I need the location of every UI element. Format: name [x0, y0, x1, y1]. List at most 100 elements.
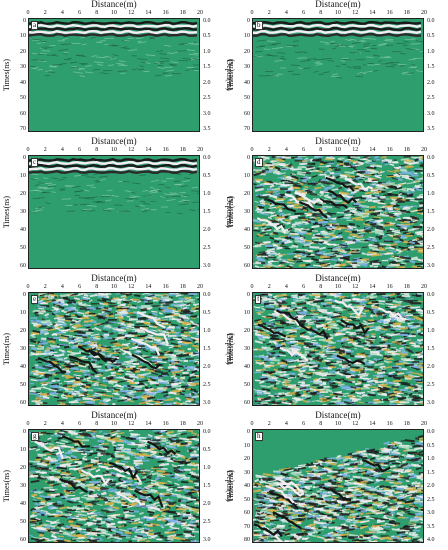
texture-stroke [38, 372, 46, 375]
texture-stroke [418, 248, 423, 251]
texture-stroke [185, 304, 191, 307]
texture-stroke [384, 39, 394, 42]
x-tick-label: 0 [250, 147, 254, 153]
texture-stroke [110, 340, 118, 344]
texture-stroke [327, 381, 334, 384]
texture-stroke [104, 55, 112, 58]
texture-stroke [51, 383, 59, 386]
texture-stroke [271, 187, 280, 191]
texture-stroke [339, 174, 348, 178]
texture-stroke [314, 250, 320, 253]
texture-stroke [362, 296, 368, 299]
texture-stroke [45, 309, 52, 313]
texture-stroke [321, 379, 327, 382]
texture-stroke [315, 299, 325, 303]
texture-stroke [147, 334, 154, 337]
depth-tick-label: 2.5 [427, 245, 435, 251]
texture-stroke [82, 341, 92, 345]
texture-stroke [405, 192, 415, 195]
texture-stroke [178, 387, 183, 390]
texture-stroke [409, 193, 414, 196]
texture-stroke [260, 384, 270, 389]
texture-stroke [175, 331, 182, 334]
texture-stroke [71, 319, 78, 323]
time-tick-label: 20 [244, 48, 250, 55]
texture-stroke [281, 368, 292, 372]
texture-stroke [400, 354, 405, 358]
texture-stroke [349, 315, 361, 319]
texture-stroke [302, 209, 308, 212]
texture-stroke [196, 316, 199, 319]
texture-stroke [47, 295, 54, 300]
texture-stroke [371, 229, 382, 233]
texture-stroke [35, 209, 43, 212]
texture-stroke [368, 220, 378, 224]
texture-stroke [58, 48, 69, 51]
texture-stroke [363, 46, 370, 49]
depth-axis-ticks: 0.0 0.5 1.0 1.5 2.0 2.5 3.0 3.5 [203, 18, 217, 132]
texture-stroke [105, 368, 112, 372]
texture-stroke [135, 37, 144, 40]
texture-stroke [399, 164, 408, 167]
texture-stroke [414, 158, 419, 162]
texture-stroke [348, 312, 353, 316]
texture-stroke [398, 245, 405, 250]
texture-stroke [285, 361, 295, 364]
texture-stroke [399, 238, 404, 242]
texture-stroke [92, 347, 97, 351]
texture-stroke [189, 328, 198, 332]
texture-stroke [322, 258, 330, 261]
texture-stroke [189, 320, 194, 324]
texture-stroke [373, 357, 378, 362]
x-tick-label: 20 [197, 10, 203, 16]
depth-tick-label: 2.5 [427, 95, 435, 102]
texture-stroke [269, 236, 275, 240]
texture-stroke [316, 392, 321, 395]
texture-stroke [331, 386, 338, 389]
texture-stroke [288, 391, 297, 395]
texture-stroke [301, 378, 308, 381]
texture-stroke [112, 297, 120, 300]
texture-stroke [365, 338, 376, 341]
texture-stroke [71, 325, 77, 330]
texture-stroke [101, 297, 112, 301]
texture-stroke [394, 186, 403, 191]
texture-stroke [289, 166, 294, 171]
texture-stroke [390, 329, 396, 332]
texture-stroke [39, 52, 47, 55]
depth-tick-label: 1.5 [203, 209, 211, 215]
texture-stroke [89, 342, 93, 346]
texture-stroke [314, 212, 322, 216]
texture-stroke [403, 40, 410, 43]
texture-stroke [291, 172, 297, 176]
texture-stroke [161, 306, 169, 309]
texture-stroke [420, 369, 423, 372]
texture-stroke [174, 303, 184, 306]
texture-stroke [145, 62, 151, 64]
texture-stroke [152, 376, 162, 380]
texture-stroke [318, 73, 325, 75]
texture-stroke [179, 392, 185, 396]
texture-stroke [415, 237, 420, 240]
texture-stroke [260, 231, 266, 234]
texture-stroke [374, 328, 380, 332]
texture-stroke [80, 174, 88, 177]
panel-tag: e [31, 295, 39, 304]
texture-stroke [278, 302, 288, 305]
texture-stroke [29, 344, 35, 347]
texture-stroke [323, 326, 332, 330]
texture-stroke [400, 205, 409, 208]
texture-stroke [274, 240, 280, 243]
texture-stroke [383, 326, 394, 330]
texture-stroke [421, 250, 423, 252]
texture-stroke [179, 353, 190, 358]
texture-stroke [184, 69, 191, 72]
texture-stroke [410, 395, 417, 398]
texture-stroke [179, 43, 189, 46]
time-tick-label: 30 [244, 209, 250, 215]
texture-stroke [315, 261, 325, 265]
texture-stroke [105, 314, 115, 318]
texture-stroke [334, 371, 340, 374]
texture-stroke [253, 219, 262, 224]
texture-stroke [58, 349, 65, 353]
